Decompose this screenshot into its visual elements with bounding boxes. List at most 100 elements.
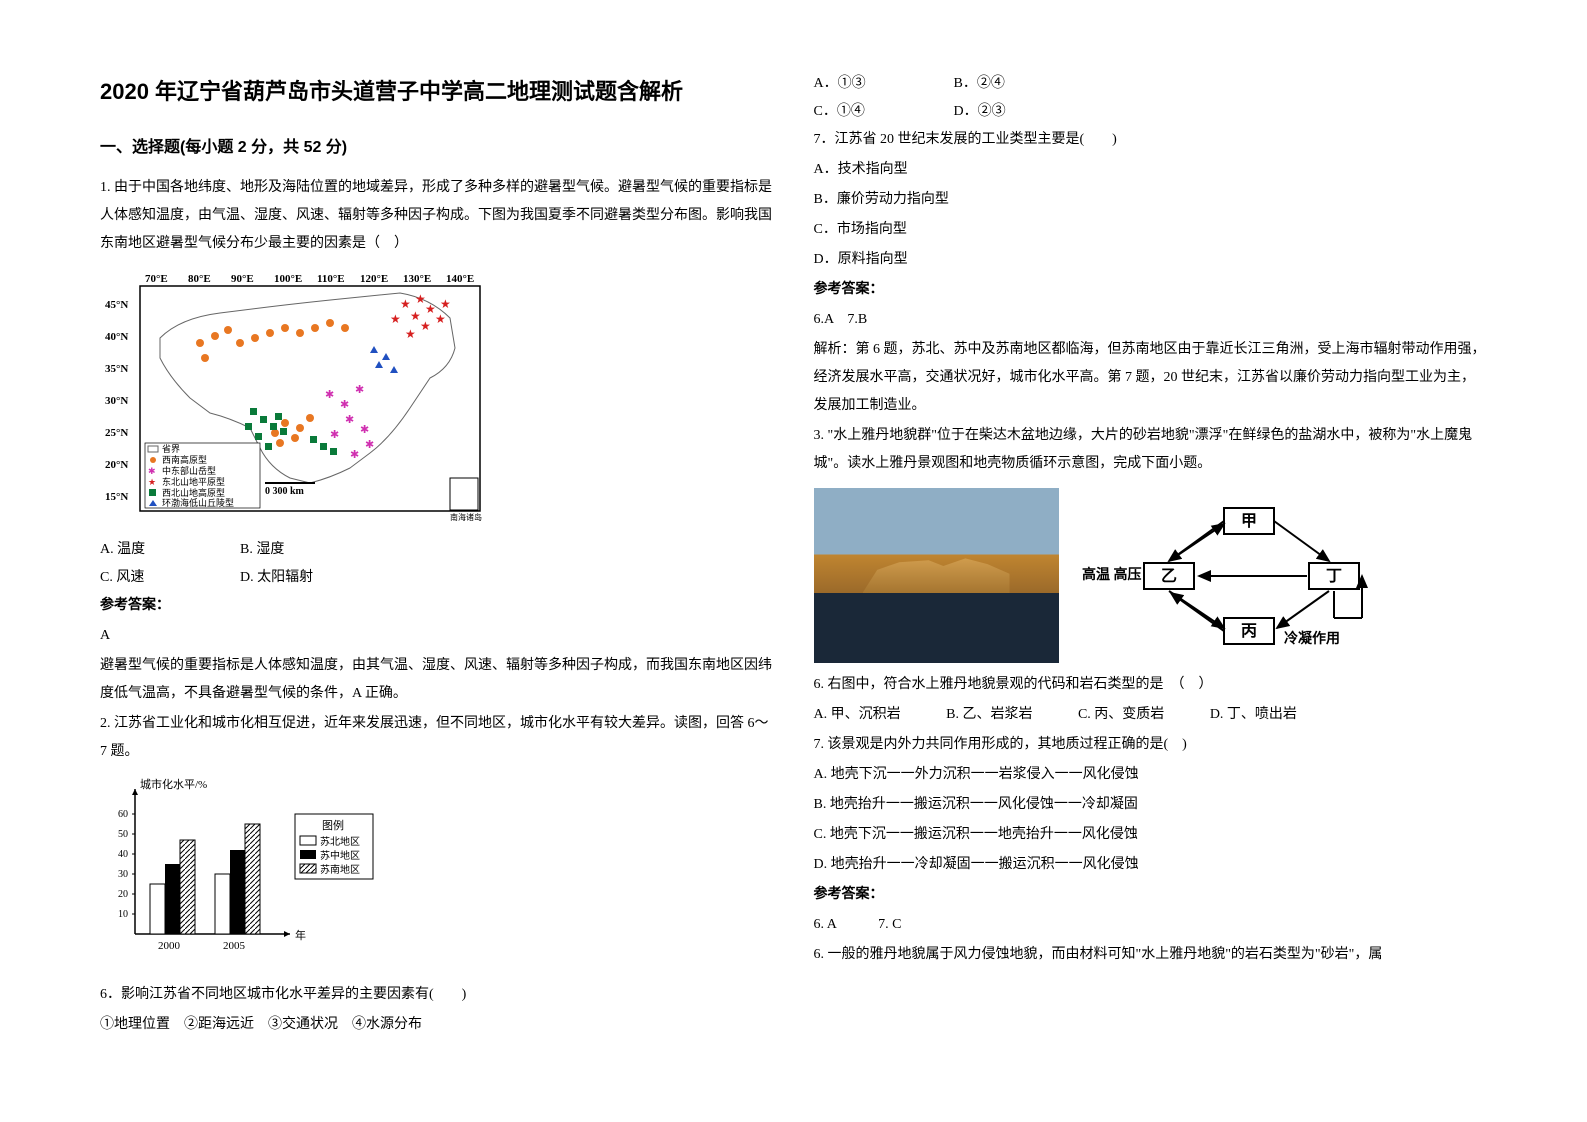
legend-bohai: 环渤海低山丘陵型 bbox=[162, 497, 234, 508]
svg-text:★: ★ bbox=[435, 312, 446, 326]
svg-text:✱: ✱ bbox=[325, 389, 334, 401]
q1-opt-a: A. 温度 bbox=[100, 536, 190, 564]
lat-15: 15°N bbox=[105, 491, 128, 503]
svg-text:苏中地区: 苏中地区 bbox=[320, 849, 360, 862]
svg-text:★: ★ bbox=[148, 477, 156, 487]
map-figure: 70°E 80°E 90°E 100°E 110°E 120°E 130°E 1… bbox=[100, 268, 500, 528]
y-label: 城市化水平/% bbox=[140, 777, 207, 791]
q2-answer-label: 参考答案： bbox=[814, 276, 1488, 304]
nanhai: 南海诸岛 bbox=[450, 512, 482, 522]
svg-text:✱: ✱ bbox=[340, 399, 349, 411]
svg-text:丙: 丙 bbox=[1241, 622, 1257, 640]
q3-6-d: D. 丁、喷出岩 bbox=[1210, 707, 1297, 722]
q2-answer: 6.A 7.B bbox=[814, 306, 1488, 334]
svg-text:★: ★ bbox=[440, 297, 451, 311]
q2-6-choices: ①地理位置 ②距海远近 ③交通状况 ④水源分布 bbox=[100, 1011, 774, 1039]
q3-7-c: C. 地壳下沉一一搬运沉积一一地壳抬升一一风化侵蚀 bbox=[814, 821, 1488, 849]
q1-options-ab: A. 温度 B. 湿度 bbox=[100, 536, 774, 564]
lon-100: 100°E bbox=[274, 273, 302, 285]
q2-6-text: 6．影响江苏省不同地区城市化水平差异的主要因素有( ) bbox=[100, 981, 774, 1009]
q1-text: 1. 由于中国各地纬度、地形及海陆位置的地域差异，形成了多种多样的避暑型气候。避… bbox=[100, 174, 774, 258]
q3-explanation: 6. 一般的雅丹地貌属于风力侵蚀地貌，而由材料可知"水上雅丹地貌"的岩石类型为"… bbox=[814, 941, 1488, 969]
q2-7-text: 7．江苏省 20 世纪末发展的工业类型主要是( ) bbox=[814, 126, 1488, 154]
svg-text:2000: 2000 bbox=[158, 940, 181, 952]
yadan-figure: 甲 乙 丁 丙 高温 高压 冷凝作用 bbox=[814, 488, 1488, 663]
legend-ne: 东北山地平原型 bbox=[162, 476, 225, 487]
svg-text:乙: 乙 bbox=[1161, 568, 1177, 585]
q2-6-ab: A．①③ B．②④ bbox=[814, 70, 1488, 98]
right-column: A．①③ B．②④ C．①④ D．②③ 7．江苏省 20 世纪末发展的工业类型主… bbox=[814, 70, 1488, 1092]
lon-140: 140°E bbox=[446, 273, 474, 285]
lon-120: 120°E bbox=[360, 273, 388, 285]
svg-text:✱: ✱ bbox=[355, 384, 364, 396]
q3-answer: 6. A 7. C bbox=[814, 911, 1488, 939]
legend-sw: 西南高原型 bbox=[162, 454, 207, 465]
lat-40: 40°N bbox=[105, 331, 128, 343]
svg-text:苏北地区: 苏北地区 bbox=[320, 835, 360, 848]
q3-7-d: D. 地壳抬升一一冷却凝固一一搬运沉积一一风化侵蚀 bbox=[814, 851, 1488, 879]
q3-6-opts: A. 甲、沉积岩 B. 乙、岩浆岩 C. 丙、变质岩 D. 丁、喷出岩 bbox=[814, 701, 1488, 729]
rock-cycle-diagram: 甲 乙 丁 丙 高温 高压 冷凝作用 bbox=[1079, 488, 1379, 663]
lat-35: 35°N bbox=[105, 363, 128, 375]
q1-options-cd: C. 风速 D. 太阳辐射 bbox=[100, 564, 774, 592]
lat-20: 20°N bbox=[105, 459, 128, 471]
q2-7-b: B．廉价劳动力指向型 bbox=[814, 186, 1488, 214]
q3-7-a: A. 地壳下沉一一外力沉积一一岩浆侵入一一风化侵蚀 bbox=[814, 761, 1488, 789]
q3-answer-label: 参考答案： bbox=[814, 881, 1488, 909]
q1-answer: A bbox=[100, 622, 774, 650]
q3-6-a: A. 甲、沉积岩 bbox=[814, 707, 901, 722]
q3-6-b: B. 乙、岩浆岩 bbox=[946, 707, 1032, 722]
svg-text:冷凝作用: 冷凝作用 bbox=[1284, 630, 1340, 647]
svg-text:★: ★ bbox=[405, 327, 416, 341]
lon-110: 110°E bbox=[317, 273, 345, 285]
svg-text:40: 40 bbox=[118, 849, 128, 860]
svg-text:★: ★ bbox=[390, 312, 401, 326]
q2-6-c: C．①④ bbox=[814, 98, 904, 126]
legend-border: 省界 bbox=[162, 443, 180, 454]
svg-text:2005: 2005 bbox=[223, 940, 246, 952]
svg-text:10: 10 bbox=[118, 909, 128, 920]
svg-text:图例: 图例 bbox=[322, 818, 344, 832]
q3-6-c: C. 丙、变质岩 bbox=[1078, 707, 1164, 722]
q1-explanation: 避暑型气候的重要指标是人体感知温度，由其气温、湿度、风速、辐射等多种因子构成，而… bbox=[100, 652, 774, 708]
q3-7-text: 7. 该景观是内外力共同作用形成的，其地质过程正确的是( ) bbox=[814, 731, 1488, 759]
section-title: 一、选择题(每小题 2 分，共 52 分) bbox=[100, 132, 774, 164]
svg-text:60: 60 bbox=[118, 809, 128, 820]
q3-intro: 3. "水上雅丹地貌群"位于在柴达木盆地边缘，大片的砂岩地貌"漂浮"在鲜绿色的盐… bbox=[814, 422, 1488, 478]
lat-30: 30°N bbox=[105, 395, 128, 407]
page-title: 2020 年辽宁省葫芦岛市头道营子中学高二地理测试题含解析 bbox=[100, 70, 774, 114]
q2-7-a: A．技术指向型 bbox=[814, 156, 1488, 184]
svg-text:甲: 甲 bbox=[1241, 512, 1257, 530]
lat-25: 25°N bbox=[105, 427, 128, 439]
q1-opt-d: D. 太阳辐射 bbox=[240, 564, 330, 592]
lon-80: 80°E bbox=[188, 273, 211, 285]
q2-6-d: D．②③ bbox=[954, 98, 1044, 126]
q1-answer-label: 参考答案： bbox=[100, 592, 774, 620]
lon-130: 130°E bbox=[403, 273, 431, 285]
bar-chart: 城市化水平/% 年 10 20 30 40 50 60 2000 2005 bbox=[100, 774, 380, 975]
lat-45: 45°N bbox=[105, 299, 128, 311]
q2-6-b: B．②④ bbox=[954, 70, 1044, 98]
q2-6-cd: C．①④ D．②③ bbox=[814, 98, 1488, 126]
svg-text:50: 50 bbox=[118, 829, 128, 840]
svg-text:★: ★ bbox=[420, 319, 431, 333]
svg-text:✱: ✱ bbox=[350, 449, 359, 461]
q2-7-d: D．原料指向型 bbox=[814, 246, 1488, 274]
yadan-photo bbox=[814, 488, 1059, 663]
svg-text:丁: 丁 bbox=[1326, 568, 1342, 585]
q2-explanation: 解析：第 6 题，苏北、苏中及苏南地区都临海，但苏南地区由于靠近长江三角洲，受上… bbox=[814, 336, 1488, 420]
svg-text:30: 30 bbox=[118, 869, 128, 880]
svg-text:✱: ✱ bbox=[148, 466, 156, 476]
q1-opt-c: C. 风速 bbox=[100, 564, 190, 592]
map-scale: 0 300 km bbox=[265, 486, 305, 497]
q2-7-c: C．市场指向型 bbox=[814, 216, 1488, 244]
lon-90: 90°E bbox=[231, 273, 254, 285]
left-column: 2020 年辽宁省葫芦岛市头道营子中学高二地理测试题含解析 一、选择题(每小题 … bbox=[100, 70, 774, 1092]
svg-text:苏南地区: 苏南地区 bbox=[320, 863, 360, 876]
svg-text:✱: ✱ bbox=[365, 439, 374, 451]
svg-text:✱: ✱ bbox=[330, 429, 339, 441]
q3-6-text: 6. 右图中，符合水上雅丹地貌景观的代码和岩石类型的是 （ ） bbox=[814, 671, 1488, 699]
q1-opt-b: B. 湿度 bbox=[240, 536, 330, 564]
q2-intro: 2. 江苏省工业化和城市化相互促进，近年来发展迅速，但不同地区，城市化水平有较大… bbox=[100, 710, 774, 766]
q2-6-a: A．①③ bbox=[814, 70, 904, 98]
